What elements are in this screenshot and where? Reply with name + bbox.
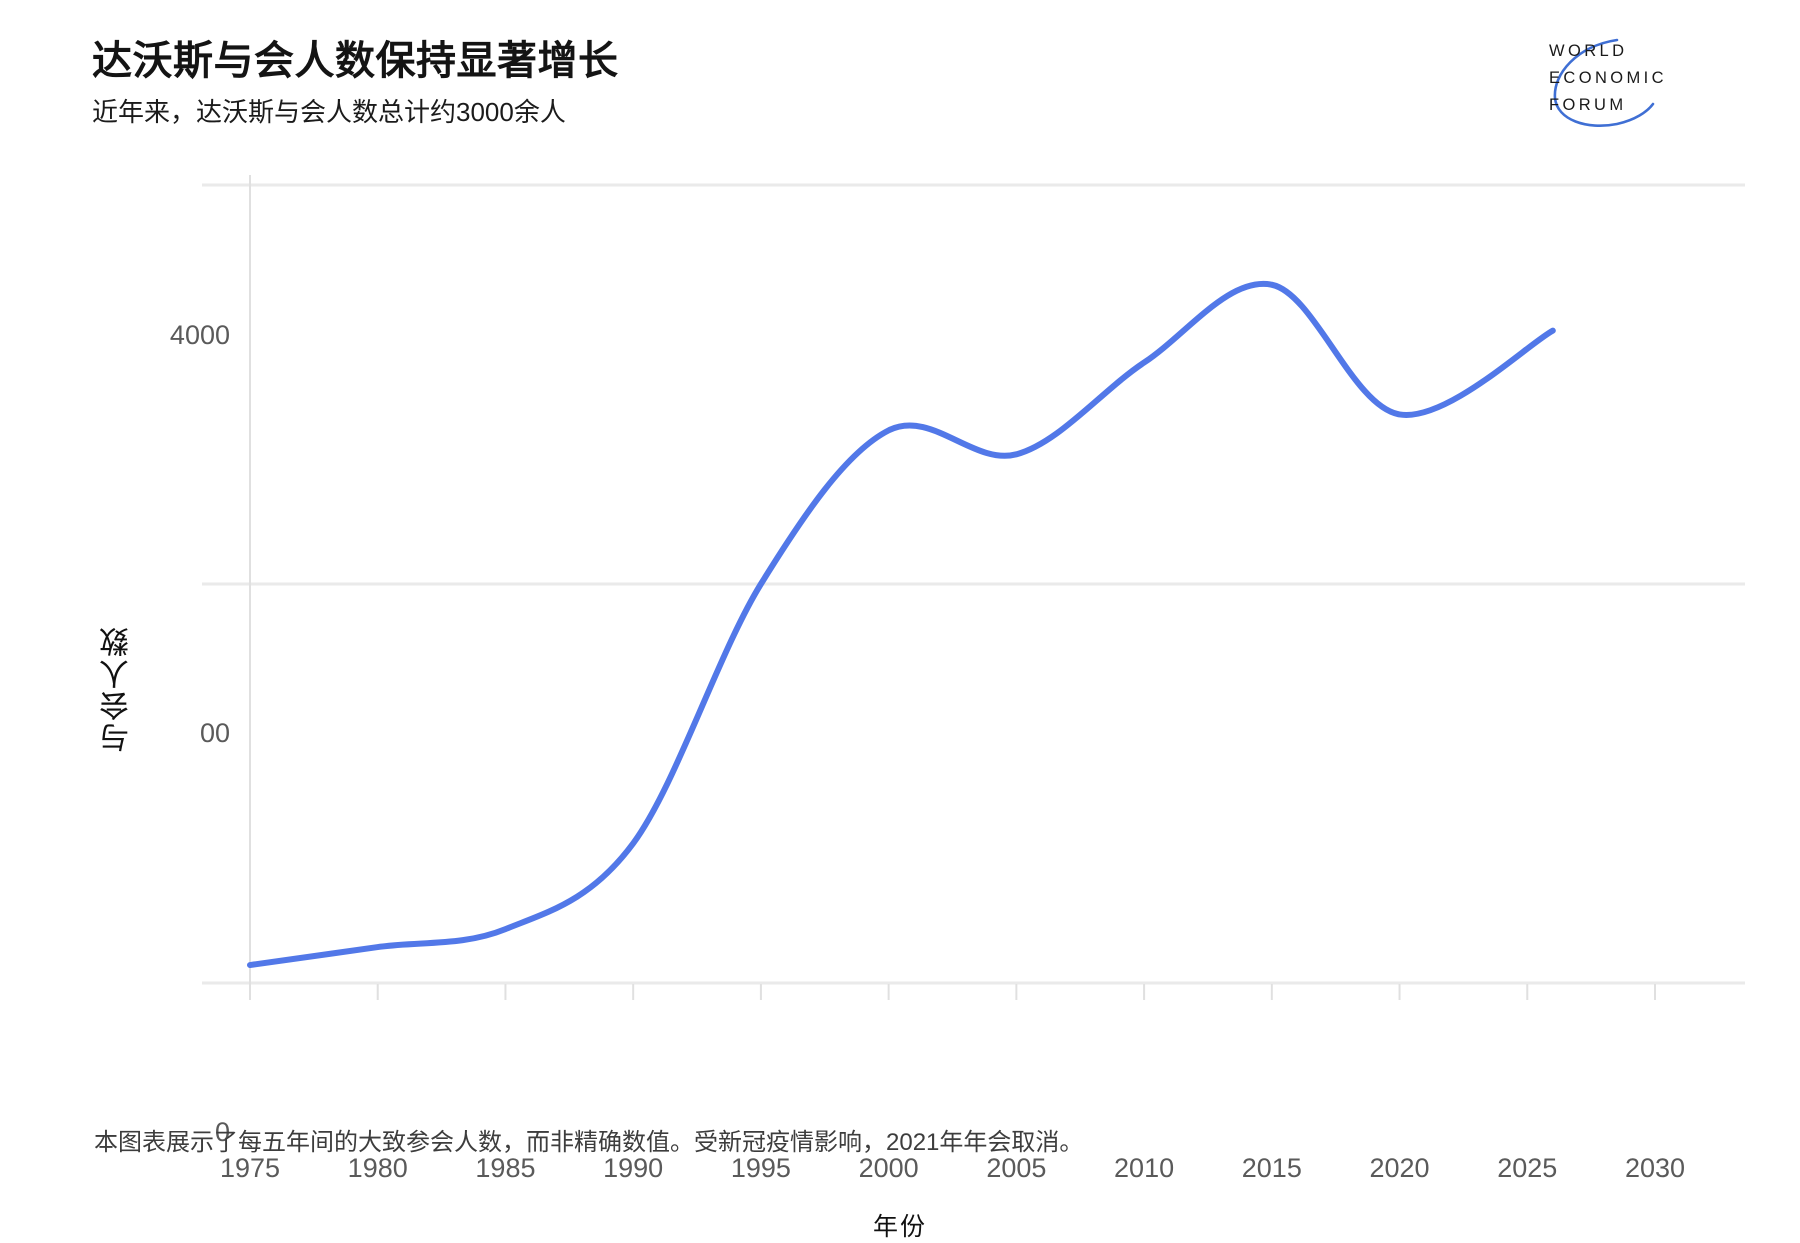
y-tick-label-2000: 00 <box>199 718 230 748</box>
x-tick-label-2015: 2015 <box>1241 1153 1302 1183</box>
x-tick-label-1990: 1990 <box>603 1153 664 1183</box>
wef-line-3: FORUM <box>1549 96 1627 114</box>
x-tick-label-2025: 2025 <box>1497 1153 1558 1183</box>
x-tick-label-1995: 1995 <box>730 1153 791 1183</box>
x-tick-label-2000: 2000 <box>858 1153 919 1183</box>
line-chart: 与会人数 4000 00 0 1975 1980 1985 1990 1995 2000 2… <box>0 150 1800 1241</box>
wef-line-1: WORLD <box>1549 42 1628 60</box>
x-tick-label-2020: 2020 <box>1369 1153 1430 1183</box>
x-axis-title: 年份 <box>872 1213 927 1241</box>
x-tick-marks <box>249 984 1656 1000</box>
series-line-attendance <box>247 280 1556 969</box>
x-tick-label-2010: 2010 <box>1114 1153 1175 1183</box>
y-tick-label-4000: 4000 <box>169 320 230 350</box>
wef-wordmark: WORLD ECONOMIC FORUM <box>1549 38 1709 119</box>
x-tick-label-1980: 1980 <box>347 1153 408 1183</box>
gridlines <box>202 183 1745 985</box>
chart-header: 达沃斯与会人数保持显著增长 近年来，达沃斯与会人数总计约3000余人 WORLD… <box>0 0 1800 150</box>
chart-plot-area <box>202 175 1745 1000</box>
wef-arc-icon <box>1553 38 1655 128</box>
y-tick-label-0: 0 <box>214 1117 230 1147</box>
x-tick-label-1975: 1975 <box>219 1153 281 1183</box>
x-tick-label-1985: 1985 <box>475 1153 536 1183</box>
page-subtitle: 近年来，达沃斯与会人数总计约3000余人 <box>92 97 566 127</box>
chart-footnote: 本图表展示了每五年间的大致参会人数，而非精确数值。受新冠疫情影响，2021年年会… <box>94 1129 1084 1156</box>
x-tick-label-2030: 2030 <box>1624 1153 1686 1183</box>
world-economic-forum-logo: WORLD ECONOMIC FORUM <box>1525 32 1715 130</box>
wef-line-2: ECONOMIC <box>1549 69 1667 87</box>
page-title: 达沃斯与会人数保持显著增长 <box>92 39 619 83</box>
x-tick-label-2005: 2005 <box>986 1153 1047 1183</box>
